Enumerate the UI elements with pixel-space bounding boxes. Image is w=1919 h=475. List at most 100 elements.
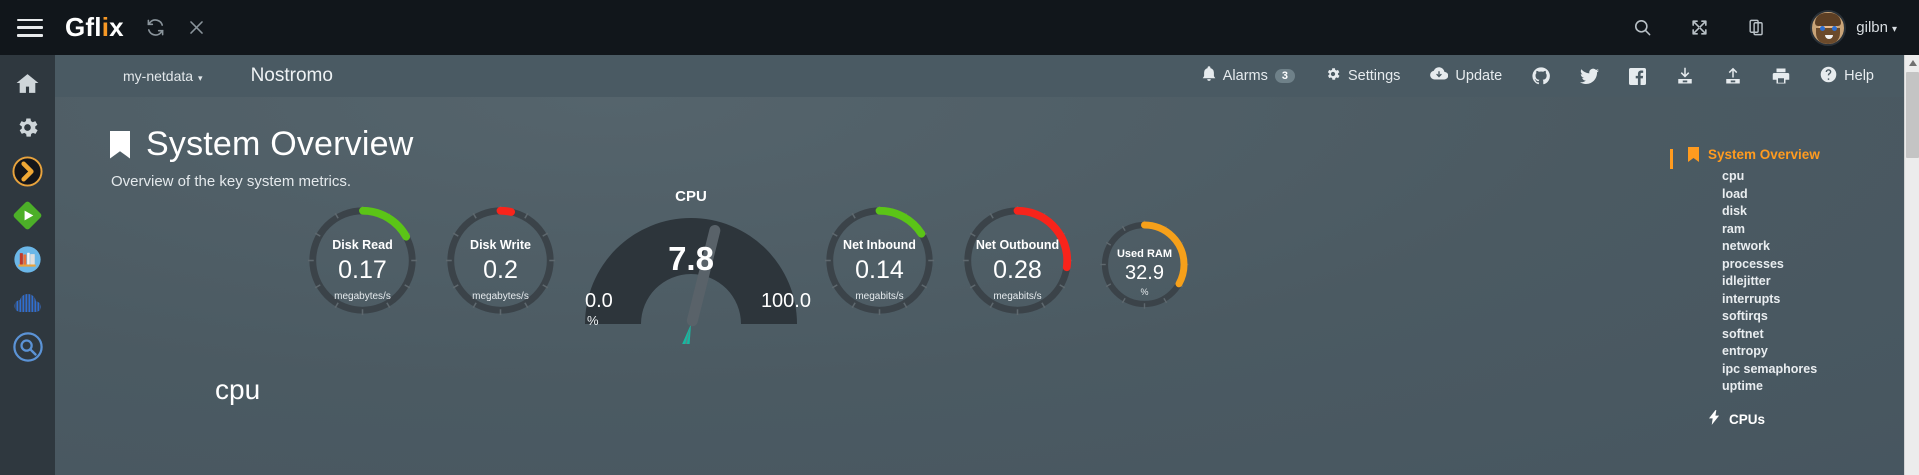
gauge-unit: megabits/s [993, 291, 1042, 302]
bookmark-icon [1688, 147, 1699, 162]
expand-icon[interactable] [1690, 18, 1709, 37]
search-icon[interactable] [1633, 18, 1652, 37]
gauge-unit: megabytes/s [334, 291, 391, 302]
settings-button[interactable]: Settings [1325, 66, 1400, 86]
top-app-bar: Gflix gilbn ▾ [0, 0, 1919, 55]
gauge-disk-read[interactable]: Disk Read 0.17 megabytes/s [304, 202, 421, 319]
update-button[interactable]: Update [1430, 67, 1502, 85]
gauge-max: 100.0 [760, 290, 811, 312]
gauge-net-outbound[interactable]: Net Outbound 0.28 megabits/s [959, 202, 1076, 319]
avatar [1810, 9, 1847, 46]
chevron-down-icon: ▾ [198, 73, 203, 83]
toc-item-ram[interactable]: ram [1722, 221, 1745, 236]
navbar-right-group: Alarms 3 Settings Update [1172, 66, 1904, 87]
facebook-link[interactable] [1629, 67, 1647, 85]
gauge-cpu[interactable]: CPU 7.8 0.0 100.0 % [571, 188, 811, 344]
alarms-count-badge: 3 [1274, 69, 1295, 83]
page-title: System Overview [110, 125, 1904, 164]
sidebar-item-sonarr[interactable] [0, 149, 55, 193]
gauge-net-inbound[interactable]: Net Inbound 0.14 megabits/s [821, 202, 938, 319]
toc-item-load[interactable]: load [1722, 186, 1748, 201]
update-label: Update [1455, 68, 1503, 84]
sidebar-item-settings[interactable] [0, 105, 55, 149]
toc-item-ipc-semaphores[interactable]: ipc semaphores [1722, 361, 1818, 376]
sidebar-item-readarr[interactable] [0, 237, 55, 281]
gauge-unit: % [587, 313, 599, 328]
gauge-value: 0.17 [338, 256, 387, 284]
chevron-down-icon: ▾ [1891, 24, 1897, 35]
bookmark-icon [110, 130, 130, 159]
toc-item-entropy[interactable]: entropy [1722, 344, 1768, 358]
gauge-label: Disk Write [470, 238, 531, 252]
toc-item-idlejitter[interactable]: idlejitter [1722, 274, 1771, 288]
toc-item-processes[interactable]: processes [1722, 256, 1784, 271]
copy-icon[interactable] [1747, 18, 1766, 37]
gauge-value: 0.28 [993, 256, 1042, 284]
toc-item-cpu[interactable]: cpu [1722, 169, 1745, 183]
print-icon[interactable] [1772, 67, 1790, 85]
user-menu[interactable]: gilbn ▾ [1810, 9, 1897, 46]
toc-item-uptime[interactable]: uptime [1722, 379, 1763, 393]
gauge-min: 0.0 [585, 290, 613, 312]
sidebar-item-cloud[interactable] [0, 281, 55, 325]
section-heading-cpu: cpu [215, 374, 261, 405]
toc-item-softnet[interactable]: softnet [1722, 326, 1764, 341]
gauge-label: Net Inbound [843, 238, 916, 252]
scrollbar-thumb[interactable] [1906, 72, 1919, 158]
cloud-download-icon [1430, 67, 1449, 85]
toc-item-network[interactable]: network [1722, 239, 1770, 253]
page-title-text: System Overview [146, 125, 414, 163]
hamburger-menu-icon[interactable] [17, 18, 43, 37]
alarms-button[interactable]: Alarms 3 [1202, 66, 1295, 86]
toc-section-cpus[interactable]: CPUs [1709, 410, 1888, 428]
toc-item-interrupts[interactable]: interrupts [1722, 291, 1781, 306]
gauge-value: 0.2 [483, 256, 518, 284]
brand-prefix: Gfl [65, 12, 102, 42]
export-icon[interactable] [1724, 67, 1742, 85]
reload-icon[interactable] [146, 18, 165, 37]
gauge-label: Used RAM [1116, 248, 1172, 260]
gauge-value: 7.8 [668, 240, 714, 277]
scroll-up-arrow-icon[interactable] [1905, 55, 1919, 70]
help-button[interactable]: Help [1820, 66, 1874, 87]
gauge-disk-write[interactable]: Disk Write 0.2 megabytes/s [442, 202, 559, 319]
gauge-used-ram[interactable]: Used RAM 32.9 % [1098, 218, 1191, 311]
question-circle-icon [1820, 66, 1837, 87]
import-icon[interactable] [1676, 67, 1694, 85]
gear-icon [1325, 66, 1341, 86]
toc-active-item[interactable]: System Overview [1688, 147, 1888, 162]
bolt-icon [1709, 410, 1720, 428]
gauge-unit: megabits/s [855, 291, 904, 302]
app-brand-logo[interactable]: Gflix [65, 12, 124, 43]
toc-section-label: CPUs [1729, 411, 1766, 427]
toc-item-softirqs[interactable]: softirqs [1722, 309, 1768, 323]
navbar-left-group: my-netdata ▾ Nostromo [55, 65, 333, 87]
twitter-link[interactable] [1580, 68, 1600, 85]
username-label: gilbn ▾ [1856, 19, 1897, 36]
top-bar-actions: gilbn ▾ [1595, 9, 1919, 46]
gauge-label: CPU [675, 188, 707, 205]
toc-item-disk[interactable]: disk [1722, 204, 1748, 218]
netdata-navbar: my-netdata ▾ Nostromo Alarms 3 Settings [55, 55, 1904, 97]
left-icon-rail [0, 55, 55, 475]
brand-suffix: x [109, 12, 124, 42]
toc-active-indicator [1670, 149, 1673, 169]
gauge-value: 32.9 [1125, 262, 1164, 284]
github-link[interactable] [1532, 67, 1551, 85]
host-selector[interactable]: my-netdata ▾ [123, 68, 203, 84]
gauge-row: Disk Read 0.17 megabytes/s Disk Write 0.… [55, 188, 1904, 360]
machine-name-label: Nostromo [250, 65, 333, 86]
alarms-label: Alarms [1222, 68, 1268, 84]
page-subtitle: Overview of the key system metrics. [111, 173, 352, 190]
dashboard-body: System Overview Overview of the key syst… [55, 125, 1904, 427]
sidebar-item-home[interactable] [0, 61, 55, 105]
sidebar-item-radarr[interactable] [0, 193, 55, 237]
brand-accent-letter: i [101, 12, 110, 42]
gauge-unit: megabytes/s [472, 291, 529, 302]
sidebar-item-search[interactable] [0, 325, 55, 369]
close-icon[interactable] [187, 18, 206, 37]
main-content: System Overview Overview of the key syst… [55, 97, 1904, 475]
vertical-scrollbar[interactable] [1904, 55, 1919, 475]
bell-icon [1202, 66, 1216, 86]
gauge-unit: % [1140, 287, 1149, 297]
